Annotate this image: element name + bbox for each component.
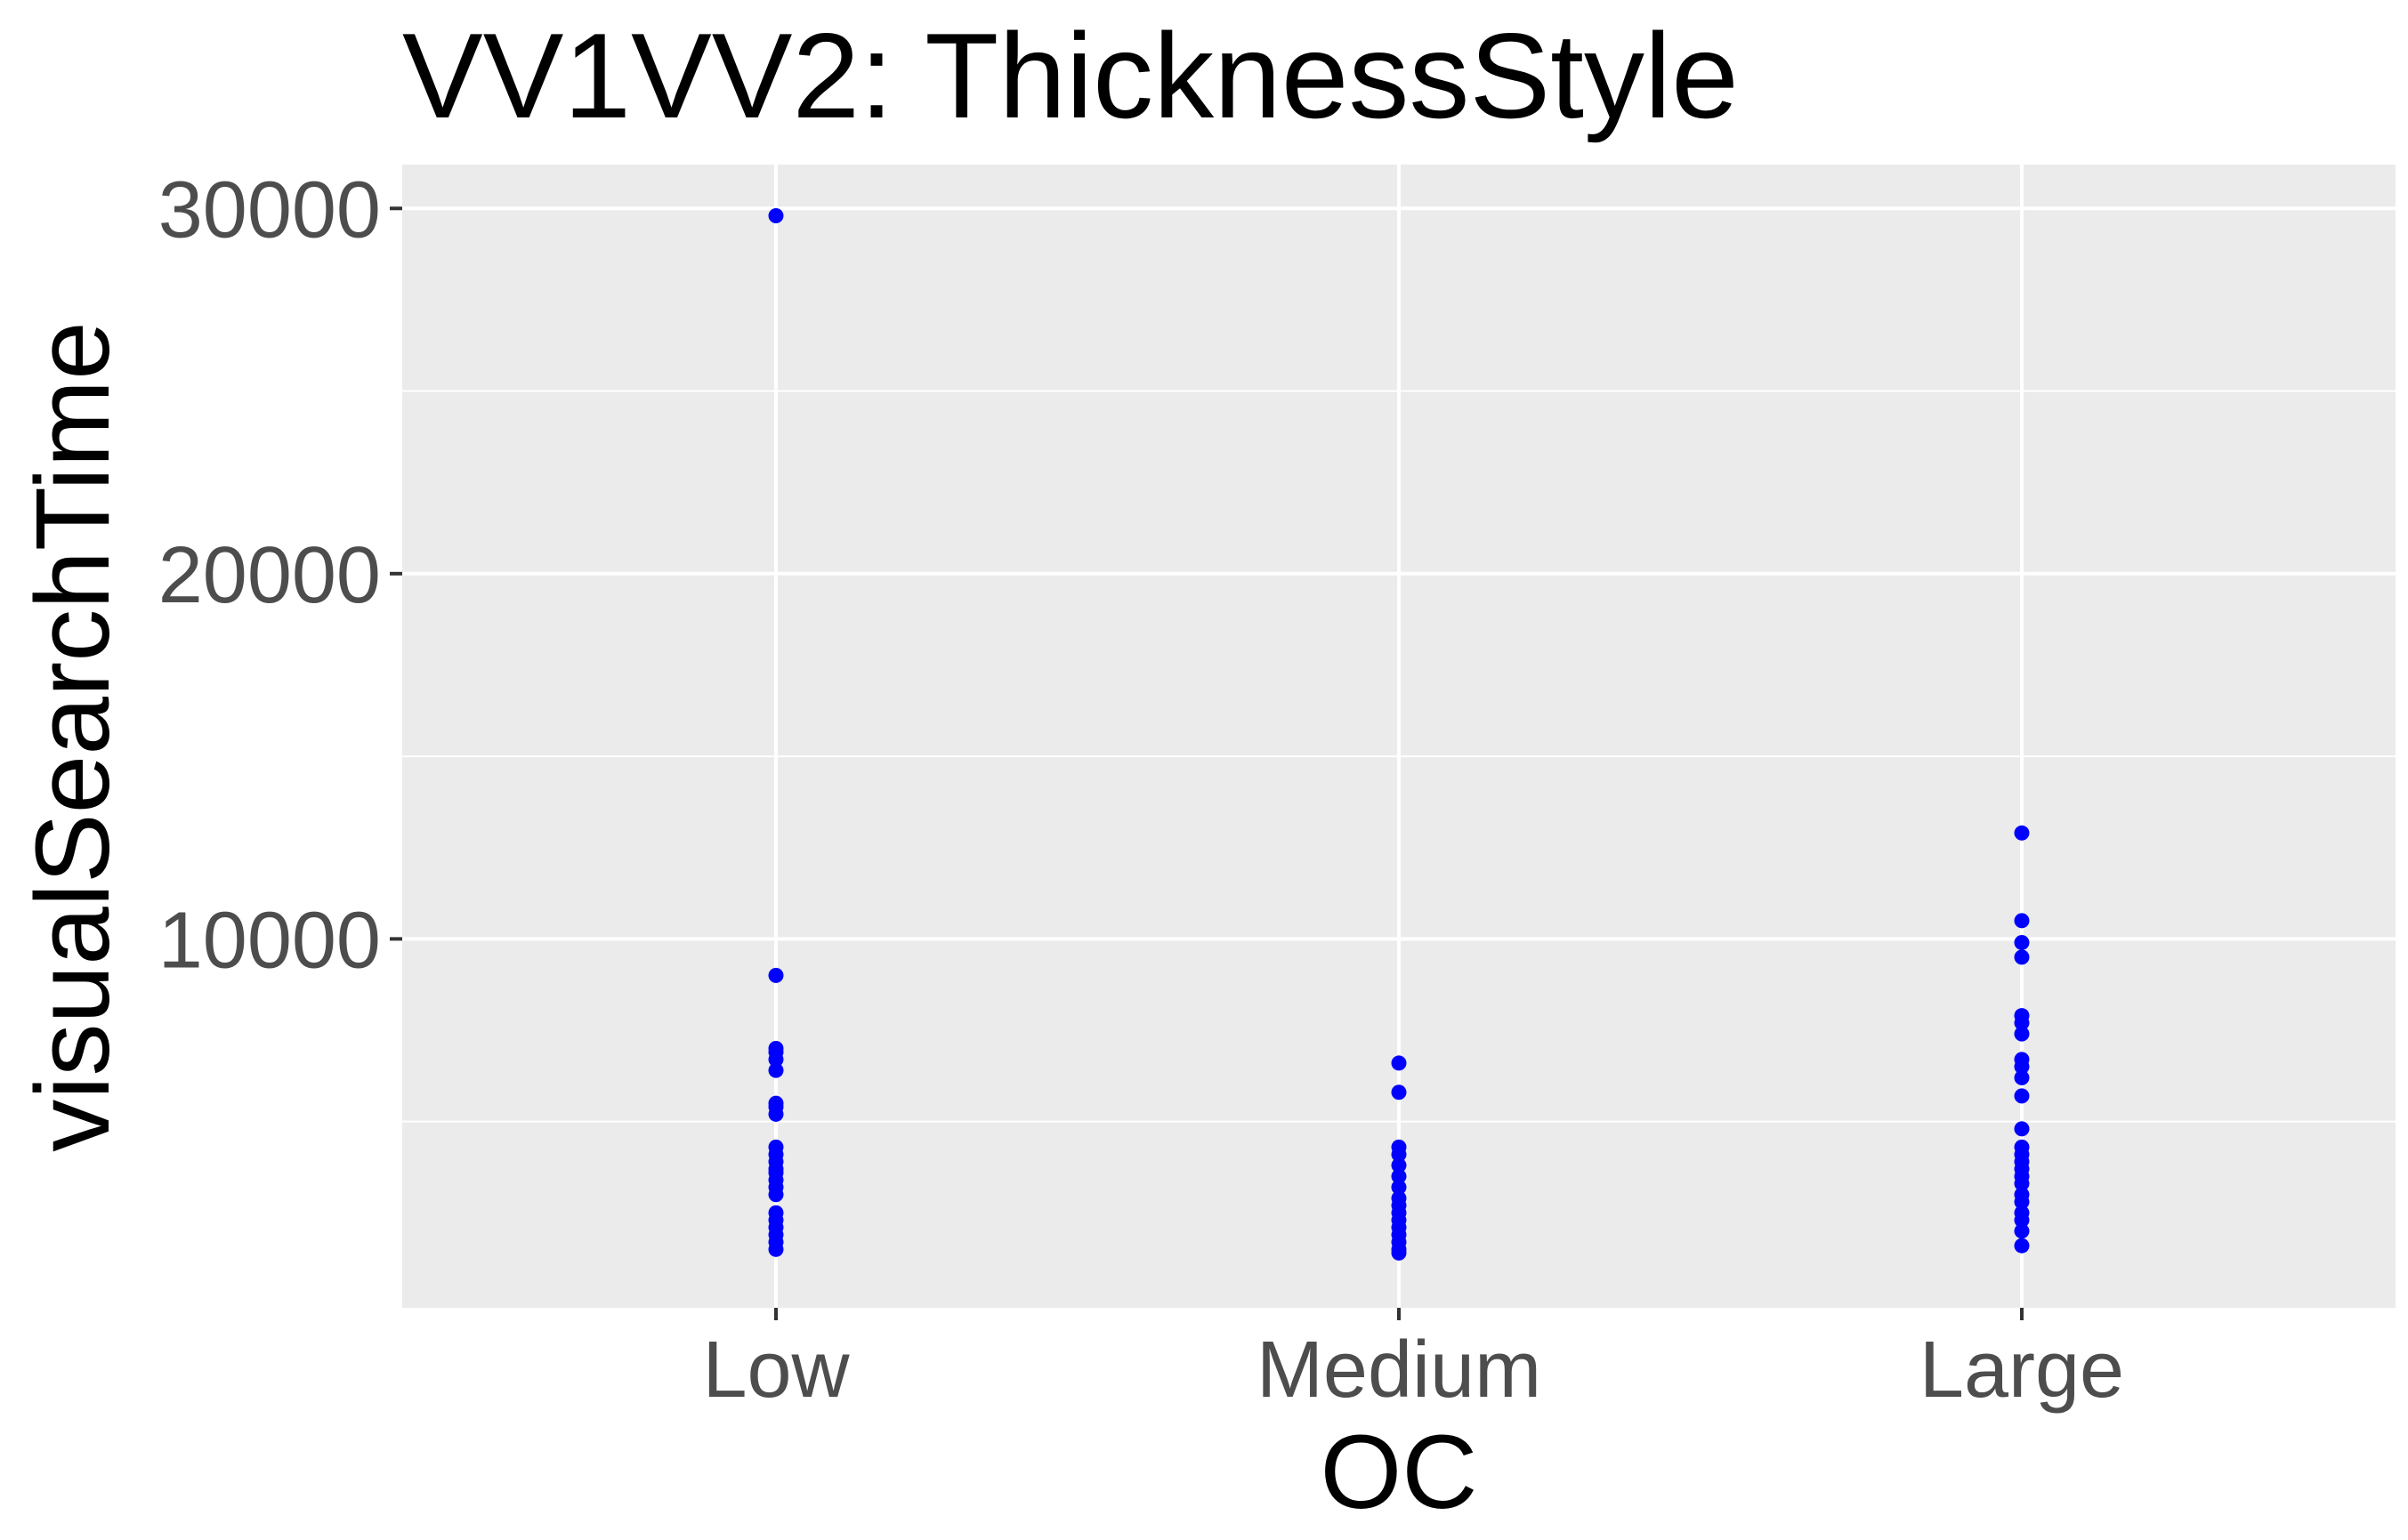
x-tick-label: Low bbox=[702, 1326, 850, 1415]
data-point-medium bbox=[1391, 1055, 1407, 1071]
data-point-large bbox=[2014, 1026, 2030, 1042]
data-point-low bbox=[768, 1241, 784, 1257]
x-tick-label: Large bbox=[1919, 1326, 2124, 1415]
data-point-medium bbox=[1391, 1168, 1407, 1184]
data-point-medium bbox=[1391, 1245, 1407, 1261]
data-point-large bbox=[2014, 825, 2030, 841]
data-point-large bbox=[2014, 1015, 2030, 1031]
data-point-large bbox=[2014, 1212, 2030, 1228]
data-point-medium bbox=[1391, 1157, 1407, 1173]
y-axis-ticks: 10000 20000 30000 bbox=[158, 165, 402, 985]
data-point-large bbox=[2014, 1175, 2030, 1191]
x-axis-ticks: Low Medium Large bbox=[702, 1308, 2124, 1415]
data-point-low bbox=[768, 1062, 784, 1078]
data-point-large bbox=[2014, 949, 2030, 965]
data-point-large bbox=[2014, 1059, 2030, 1075]
data-point-low bbox=[768, 1187, 784, 1203]
data-point-large bbox=[2014, 913, 2030, 929]
y-axis-title: visualSearchTime bbox=[14, 321, 132, 1151]
data-point-low bbox=[768, 1052, 784, 1068]
data-point-large bbox=[2014, 1069, 2030, 1085]
data-point-low bbox=[768, 1106, 784, 1122]
y-tick-label: 10000 bbox=[158, 896, 381, 985]
data-point-low bbox=[768, 207, 784, 223]
y-tick-label: 20000 bbox=[158, 531, 381, 620]
y-tick-label: 30000 bbox=[158, 165, 381, 254]
chart-title: VV1VV2: ThicknessStyle bbox=[402, 8, 1739, 143]
data-point-medium bbox=[1391, 1180, 1407, 1196]
x-tick-label: Medium bbox=[1257, 1326, 1541, 1415]
x-axis-title: OC bbox=[1321, 1414, 1478, 1531]
data-point-large bbox=[2014, 1223, 2030, 1239]
data-point-large bbox=[2014, 1194, 2030, 1210]
data-point-large bbox=[2014, 1238, 2030, 1254]
data-points bbox=[768, 207, 2030, 1261]
data-point-medium bbox=[1391, 1147, 1407, 1163]
data-point-large bbox=[2014, 1121, 2030, 1137]
data-point-low bbox=[768, 967, 784, 983]
data-point-large bbox=[2014, 934, 2030, 950]
data-point-medium bbox=[1391, 1084, 1407, 1101]
data-point-large bbox=[2014, 1088, 2030, 1104]
